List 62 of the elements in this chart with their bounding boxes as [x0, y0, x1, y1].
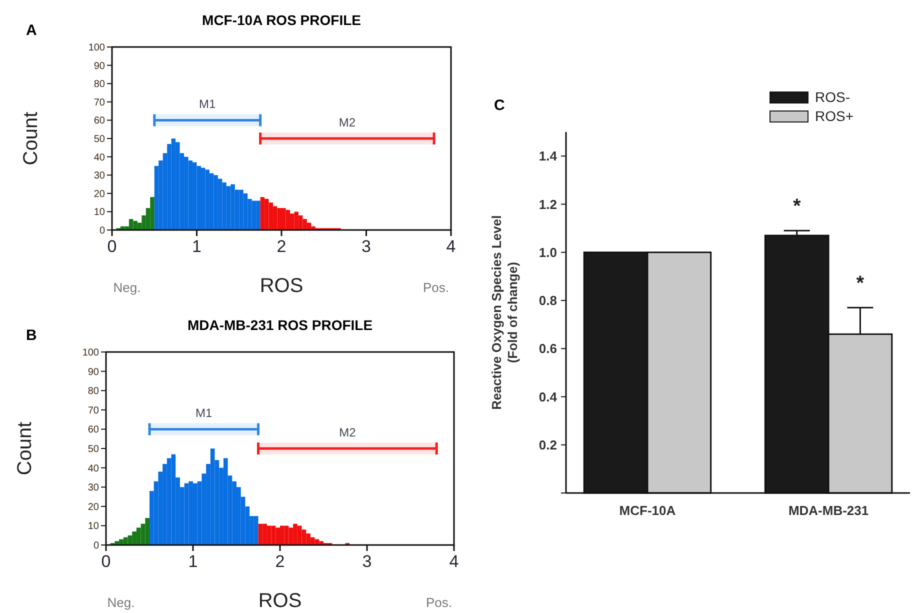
text: Pos. — [426, 595, 452, 610]
legend-label: ROS+ — [815, 108, 854, 124]
y-axis-title: Count — [14, 421, 36, 476]
band-label: M1 — [196, 406, 213, 420]
y-tick-label: 1.2 — [538, 196, 557, 212]
y-tick-label: 50 — [94, 134, 106, 145]
x-tick-label: 3 — [362, 552, 372, 571]
y-tick-label: 80 — [94, 79, 106, 90]
y-axis-title: Count — [20, 111, 42, 166]
y-tick-label: 80 — [88, 386, 100, 398]
band-label: M1 — [199, 97, 216, 112]
chart-title: MDA-MB-231 ROS PROFILE — [187, 317, 373, 333]
x-axis-title: ROS — [258, 590, 302, 612]
y-tick-label: 70 — [94, 97, 106, 108]
y-tick-label: 100 — [88, 42, 106, 54]
x-tick-label: MDA-MB-231 — [788, 503, 869, 518]
y-tick-label: 0 — [99, 226, 106, 236]
y-tick-label: 90 — [88, 366, 100, 378]
chart-title: MCF-10A ROS PROFILE — [202, 12, 361, 28]
y-tick-label: 20 — [94, 188, 106, 200]
text: B — [26, 327, 37, 344]
y-tick-label: 30 — [94, 170, 106, 182]
text: Neg. — [113, 280, 141, 295]
x-tick-label: 1 — [192, 237, 202, 256]
y-tick-label: 60 — [88, 424, 100, 436]
y-tick-label: 90 — [94, 60, 106, 72]
annotation: * — [856, 272, 864, 295]
y-tick-label: 70 — [88, 405, 100, 416]
x-tick-label: 4 — [446, 237, 456, 256]
y-tick-label: 1.4 — [538, 148, 558, 164]
y-tick-label: 0 — [93, 540, 100, 552]
y-tick-label: 40 — [94, 152, 106, 164]
x-tick-label: 3 — [362, 237, 371, 256]
text: Pos. — [422, 280, 450, 295]
x-tick-label: MCF-10A — [619, 503, 676, 518]
y-tick-label: 10 — [94, 207, 106, 218]
y-tick-label: 1.0 — [538, 244, 557, 260]
band-label: M2 — [338, 116, 356, 130]
y-axis-title: Reactive Oxygen Species Level (Fold of change) — [489, 215, 520, 410]
y-tick-label: 50 — [88, 444, 100, 455]
y-tick-label: 100 — [82, 348, 100, 358]
x-tick-label: 2 — [276, 237, 286, 256]
y-tick-label: 60 — [94, 116, 106, 127]
annotation: * — [792, 196, 801, 218]
y-tick-label: 20 — [88, 502, 100, 513]
y-tick-label: 40 — [88, 463, 100, 474]
y-tick-label: 0.6 — [538, 341, 557, 356]
text: Neg. — [107, 595, 135, 610]
x-tick-label: 1 — [188, 552, 198, 571]
x-tick-label: 4 — [449, 552, 459, 571]
x-axis-title: ROS — [260, 275, 304, 297]
x-tick-label: 0 — [107, 237, 117, 256]
legend-label: ROS- — [815, 89, 850, 105]
y-tick-label: 0.8 — [538, 293, 557, 308]
y-tick-label: 30 — [88, 482, 100, 494]
y-tick-label: 0.4 — [538, 389, 558, 404]
x-tick-label: 2 — [275, 552, 285, 571]
text: C — [494, 97, 505, 114]
band-label: M2 — [339, 426, 356, 440]
text: A — [26, 22, 37, 39]
y-tick-label: 10 — [88, 521, 100, 532]
y-tick-label: 0.2 — [538, 437, 557, 452]
